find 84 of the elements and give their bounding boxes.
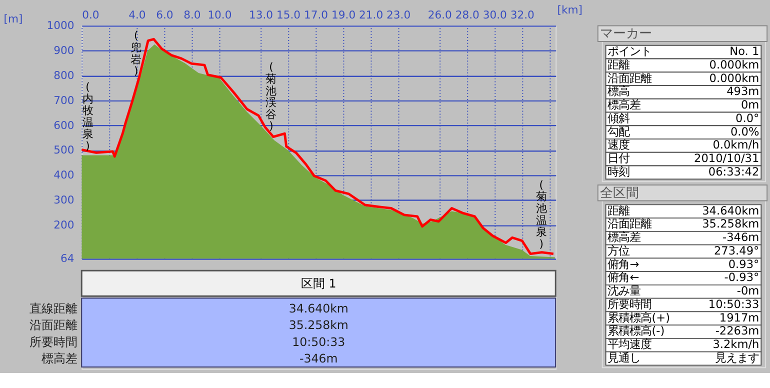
text: 06:33:42 <box>708 165 760 178</box>
text: 0.0% <box>730 125 760 138</box>
category-label: 標高 <box>608 85 630 98</box>
category-label: ポイント <box>608 45 652 58</box>
text: 35.258km <box>288 318 348 332</box>
text: 0.0km/h <box>712 138 760 152</box>
text: 1917m <box>719 311 760 324</box>
y-tick-label: 800 <box>54 68 74 82</box>
x-tick-label: 6.0 <box>156 8 174 22</box>
text: 10:50:33 <box>292 334 346 349</box>
y-tick-label: 600 <box>54 118 74 132</box>
text: No. 1 <box>730 45 760 58</box>
y-tick-label: 300 <box>54 193 74 206</box>
x-tick-label: 13.0 <box>248 8 274 22</box>
x-tick-label: 30.0 <box>482 8 508 22</box>
x-tick-label: 21.0 <box>359 8 384 22</box>
x-tick-label: 8.0 <box>184 8 201 22</box>
category-label: 標高差 <box>608 98 641 112</box>
category-label: 距離 <box>608 204 630 218</box>
category-label: 累積標高(+) <box>608 311 670 324</box>
y-tick-label: 700 <box>54 94 74 107</box>
y-tick-label: 500 <box>54 144 74 157</box>
x-tick-label: 32.0 <box>510 8 535 22</box>
category-label: 沿面距離 <box>608 72 652 85</box>
category-label: 俯角← <box>608 271 640 284</box>
y-axis-title: [m] <box>4 12 23 26</box>
text: -2263m <box>715 324 760 338</box>
text: 2010/10/31 <box>694 152 760 166</box>
category-label: 勾配 <box>608 125 630 138</box>
category-label: 日付 <box>608 152 630 166</box>
category-label: 見通し <box>608 351 641 364</box>
annotation: (菊池温泉) <box>536 178 547 250</box>
category-label: 傾斜 <box>608 112 630 125</box>
category-label: 沈み量 <box>608 284 641 298</box>
x-tick-label: 26.0 <box>428 8 452 22</box>
category-label: 方位 <box>608 244 630 258</box>
x-axis-title: [km] <box>557 3 582 16</box>
category-label: 標高差 <box>608 231 641 244</box>
text: 35.258km <box>702 218 760 231</box>
text: 区間 1 <box>300 276 336 290</box>
x-tick-label: 23.0 <box>386 8 411 22</box>
category-label: 直線距離 <box>30 301 78 316</box>
text: 34.640km <box>288 301 348 316</box>
text: 0.0° <box>736 112 760 125</box>
text: -346m <box>722 231 760 244</box>
x-tick-label: 0.0 <box>82 8 100 22</box>
category-label: 沿面距離 <box>30 318 78 332</box>
y-tick-label: 1000 <box>46 19 74 32</box>
text: マーカー <box>600 26 652 42</box>
text: -346m <box>299 352 338 366</box>
category-label: 標高差 <box>42 352 78 366</box>
text: 全区間 <box>600 186 639 201</box>
text: 0.000km <box>709 58 760 72</box>
y-tick-label: 200 <box>54 218 74 232</box>
x-tick-label: 19.0 <box>332 8 356 22</box>
text: -0.93° <box>724 271 760 284</box>
y-tick-label: 64 <box>60 252 74 266</box>
text: -0m <box>736 284 760 298</box>
text: 10:50:33 <box>708 298 760 311</box>
text: 3.2km/h <box>712 338 760 352</box>
y-tick-label: 400 <box>54 168 74 182</box>
category-label: 平均速度 <box>608 338 652 352</box>
category-label: 時刻 <box>608 165 630 178</box>
category-label: 速度 <box>608 138 630 152</box>
x-tick-label: 15.0 <box>276 8 301 22</box>
category-label: 距離 <box>608 58 630 72</box>
x-tick-label: 10.0 <box>208 8 232 22</box>
annotation: (兜岩) <box>130 29 142 78</box>
category-label: 累積標高(-) <box>608 324 665 338</box>
text: 0.000km <box>709 72 760 85</box>
category-label: 所要時間 <box>608 298 652 311</box>
y-tick-label: 900 <box>54 44 74 58</box>
x-tick-label: 4.0 <box>128 8 146 22</box>
text: 0m <box>740 98 760 112</box>
text: 見えます <box>715 351 760 364</box>
text: 0.93° <box>728 258 760 271</box>
category-label: 所要時間 <box>30 334 78 349</box>
x-tick-label: 28.0 <box>455 8 480 22</box>
text: 34.640km <box>702 204 760 218</box>
text: 273.49° <box>714 244 760 258</box>
text: 493m <box>726 85 760 98</box>
x-tick-label: 17.0 <box>304 8 328 22</box>
category-label: 俯角→ <box>608 258 640 271</box>
category-label: 沿面距離 <box>608 218 652 231</box>
